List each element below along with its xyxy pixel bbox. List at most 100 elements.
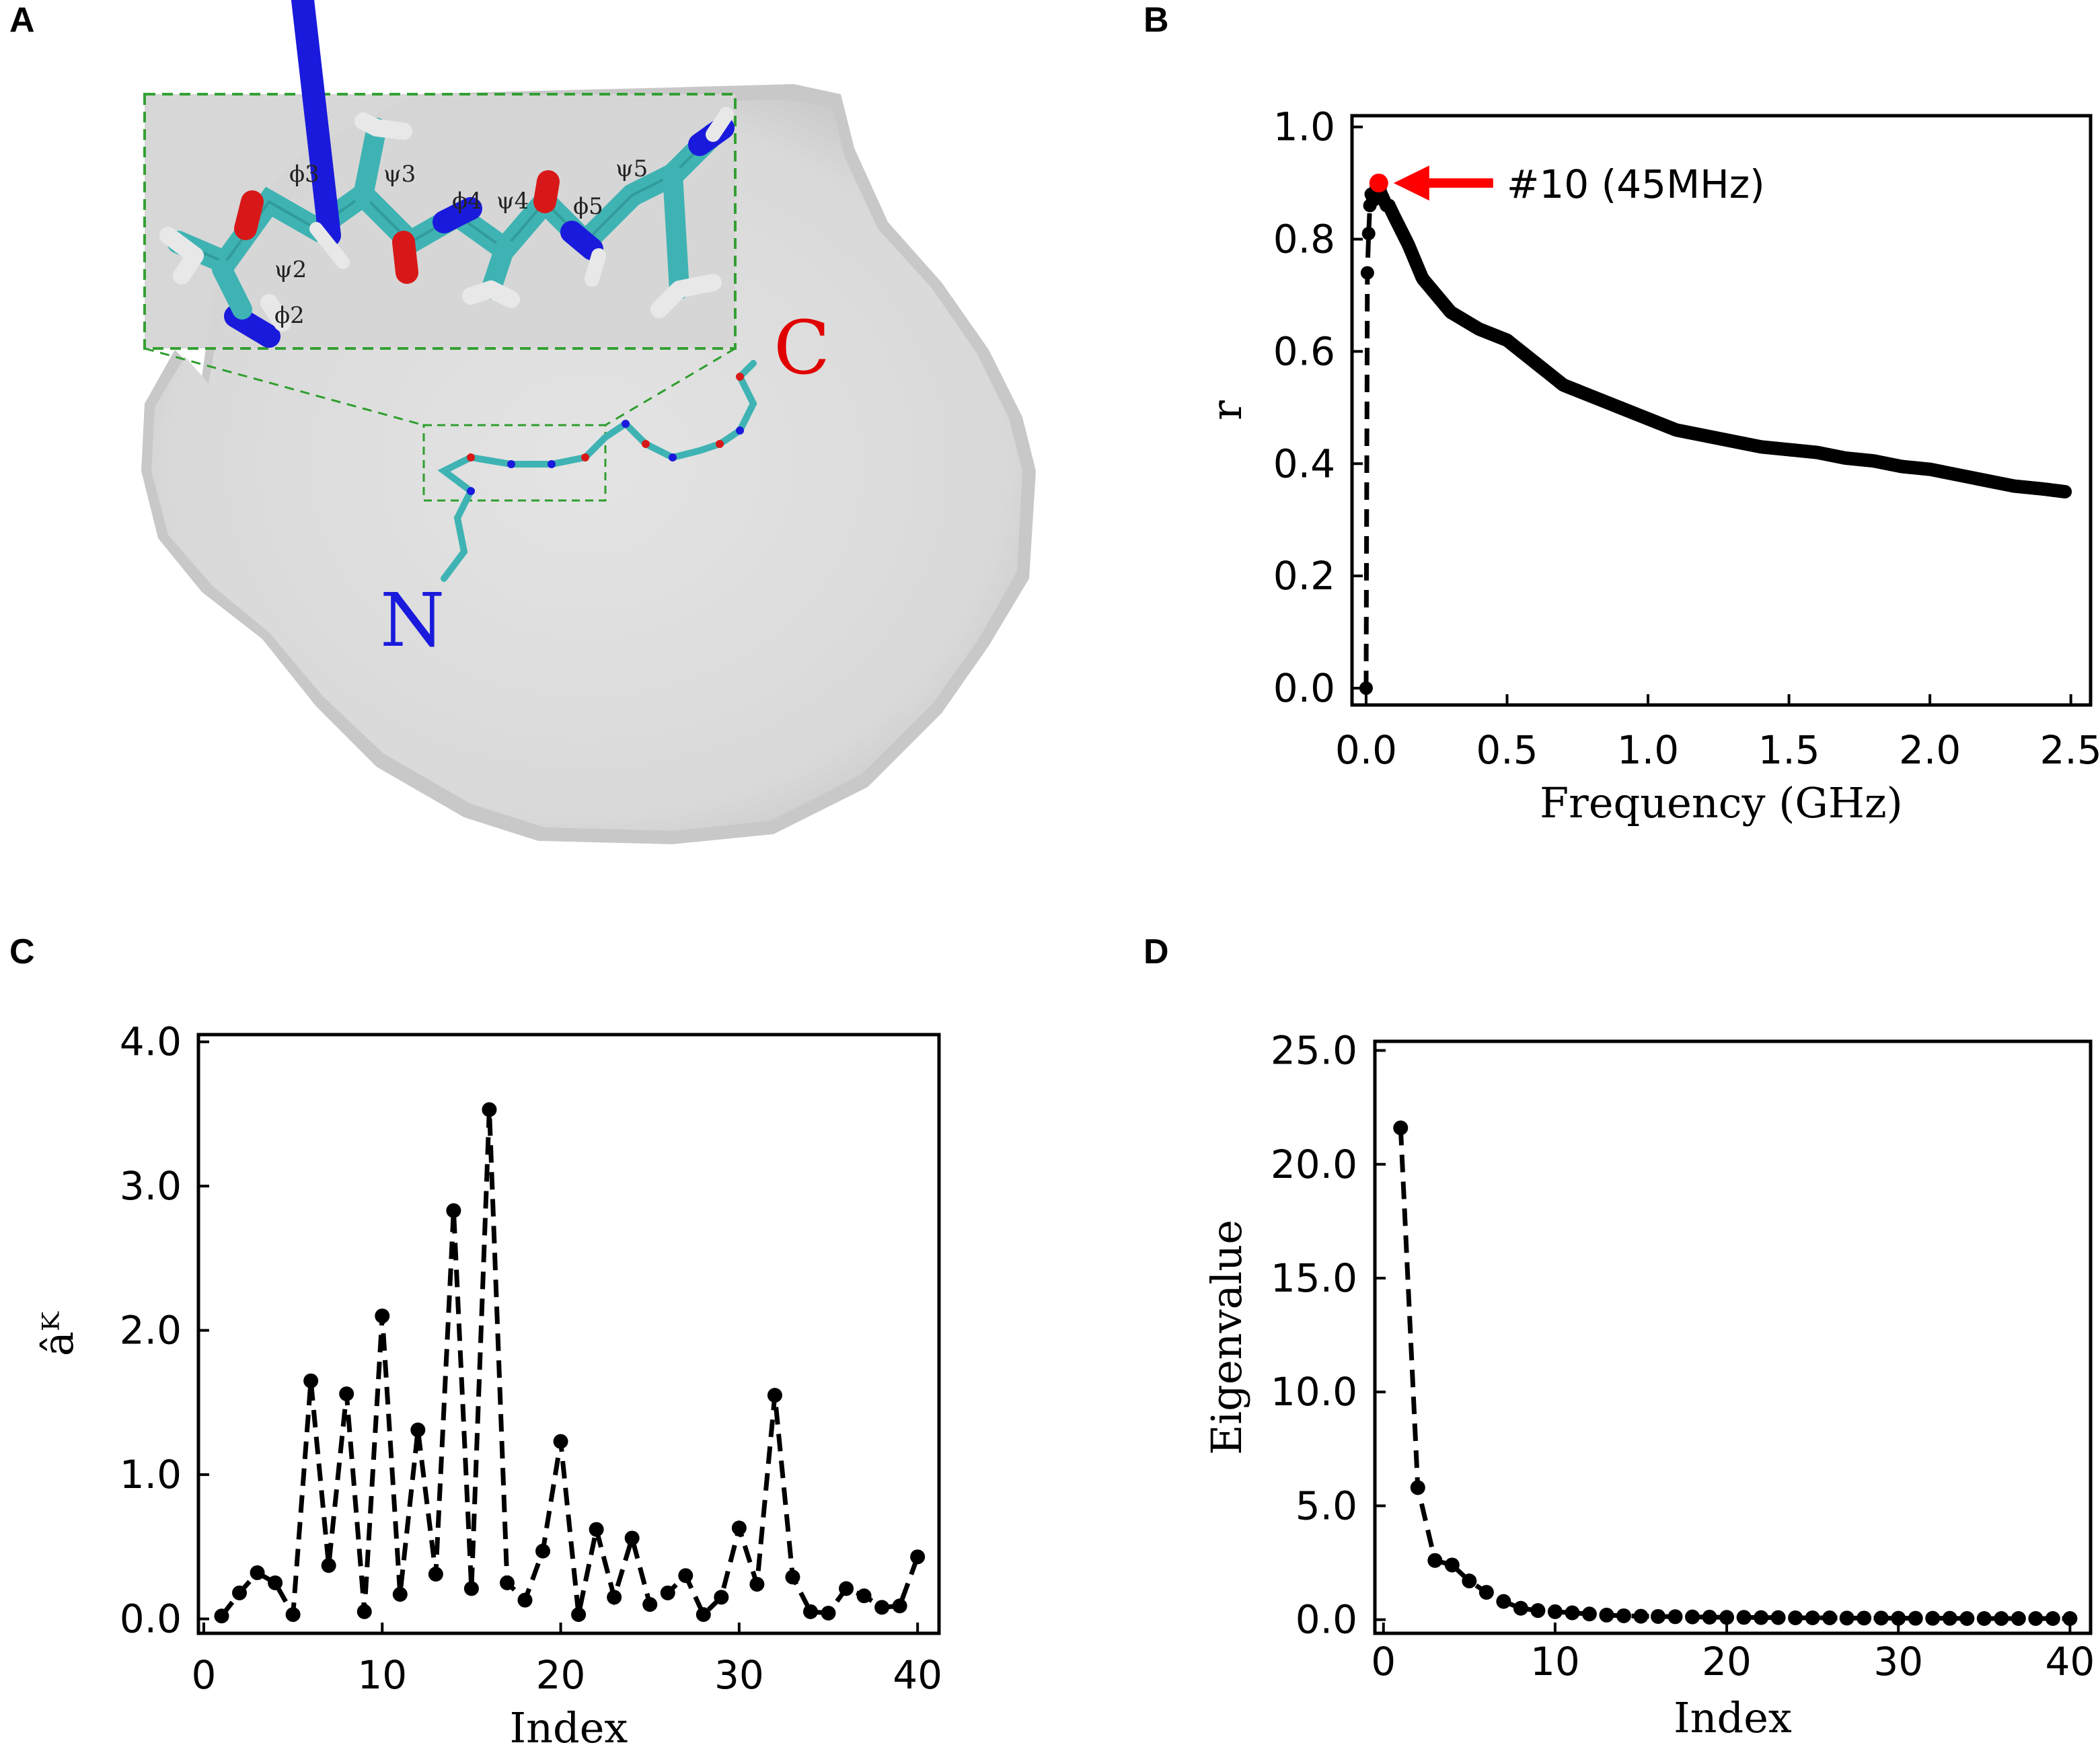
chart-b-point (1480, 325, 1494, 339)
chart-b-point (1470, 322, 1485, 336)
chart-b-point (1496, 332, 1510, 346)
chart-b-point (1665, 421, 1679, 435)
chart-b-point (1897, 459, 1911, 474)
chart-b-point (1943, 466, 1957, 480)
chart-b-point (1536, 361, 1550, 375)
chart-c-point (517, 1592, 533, 1608)
chart-b-point (1848, 452, 1863, 466)
chart-b-point (1669, 422, 1683, 437)
c-terminus-label: C (774, 305, 830, 391)
chart-c-point (731, 1520, 747, 1536)
chart-b-point (1858, 453, 1872, 467)
chart-b-point (1729, 435, 1743, 449)
chart-b-point (1931, 464, 1945, 478)
chart-b-point (1464, 318, 1478, 332)
chart-b-point (2043, 483, 2057, 497)
chart-b-point (1646, 414, 1660, 428)
chart-b-point (1373, 182, 1387, 196)
chart-b-point (2037, 482, 2051, 496)
chart-b-point (1474, 323, 1489, 337)
chart-b-point (1820, 447, 1834, 461)
chart-c-point (678, 1568, 693, 1584)
chart-b-point (1930, 463, 1944, 478)
chart-b-point (1572, 384, 1586, 398)
chart-b-point (1857, 453, 1871, 467)
chart-b-point (1986, 475, 2000, 489)
chart-b-point (1552, 375, 1566, 389)
chart-b-point (1680, 425, 1694, 439)
chart-b-point (1546, 369, 1560, 383)
chart-b-point (1478, 324, 1493, 338)
chart-b-point (1509, 340, 1523, 355)
chart-b-point (1717, 433, 1731, 447)
chart-c-point (463, 1581, 479, 1596)
chart-c-series-line (219, 1109, 920, 1623)
chart-b-point (1448, 307, 1462, 322)
chart-b-point (1711, 431, 1725, 445)
chart-b-point (1579, 387, 1593, 401)
chart-b-point (1822, 448, 1836, 462)
chart-b-point (1604, 397, 1618, 411)
chart-b-point (1459, 314, 1473, 328)
chart-b-point (1449, 308, 1463, 322)
chart-b-point (1967, 471, 1981, 485)
chart-b-point (1581, 388, 1595, 402)
chart-b-point (2027, 481, 2041, 495)
chart-b-point (1425, 283, 1439, 297)
chart-b-point (1603, 396, 1617, 410)
chart-b-point (1384, 204, 1398, 218)
chart-b-point (1868, 454, 1882, 468)
chart-d-point (1410, 1480, 1425, 1495)
chart-b-point (1844, 451, 1858, 466)
chart-b-point (1600, 396, 1614, 410)
chart-b-point (1968, 471, 1982, 485)
chart-b-point (1860, 453, 1874, 468)
chart-b-point (2031, 482, 2046, 496)
peptide-zoom (159, 0, 735, 348)
chart-b-point (1386, 207, 1400, 221)
chart-b-point (1981, 474, 1995, 488)
chart-b-point (1840, 451, 1854, 466)
chart-b-point (1534, 361, 1548, 375)
chart-b-point (1945, 467, 1959, 481)
chart-d-point (1581, 1606, 1597, 1622)
chart-c-point (571, 1607, 587, 1623)
chart-d-xtick-label: 0 (1371, 1639, 1396, 1684)
chart-b-point (1824, 448, 1838, 462)
chart-b-point (1608, 398, 1622, 412)
chart-d-point (2062, 1611, 2078, 1626)
chart-b-point (1803, 445, 1817, 459)
chart-c-point (214, 1608, 229, 1624)
chart-b-ytick-label: 0.0 (1273, 665, 1335, 711)
chart-b-point (1746, 438, 1760, 452)
chart-b-point (1420, 276, 1434, 291)
chart-b-point (1700, 429, 1715, 443)
psi3-label: ψ3 (383, 161, 416, 188)
chart-c-point (910, 1549, 926, 1565)
chart-c-ytick-label: 1.0 (120, 1452, 182, 1497)
chart-d-point (1736, 1610, 1752, 1625)
chart-b-point (1921, 462, 1935, 476)
chart-b-point (1447, 307, 1461, 321)
chart-b-point (1670, 423, 1684, 437)
chart-b-xtick-label: 1.5 (1758, 727, 1820, 773)
psi4-label: ψ4 (496, 188, 529, 215)
chart-b-point (1666, 422, 1680, 436)
chart-b-point (1787, 443, 1801, 457)
chart-b-point (1359, 681, 1373, 695)
chart-b-point (1927, 463, 1941, 477)
chart-c-point (285, 1607, 301, 1623)
chart-b-point (1937, 465, 1951, 479)
chart-b-point (1883, 457, 1897, 471)
chart-b-point (1707, 431, 1721, 445)
chart-c-point (785, 1569, 800, 1585)
chart-b-point (1376, 190, 1390, 204)
chart-b-point (1503, 336, 1517, 350)
chart-b-point (1390, 214, 1404, 228)
chart-b-point (1655, 417, 1669, 431)
chart-b-point (1916, 461, 1930, 476)
chart-b-point (1632, 408, 1646, 422)
chart-b-point (1957, 469, 1971, 483)
chart-b-point (1637, 410, 1651, 424)
chart-b-point (1918, 461, 1933, 476)
